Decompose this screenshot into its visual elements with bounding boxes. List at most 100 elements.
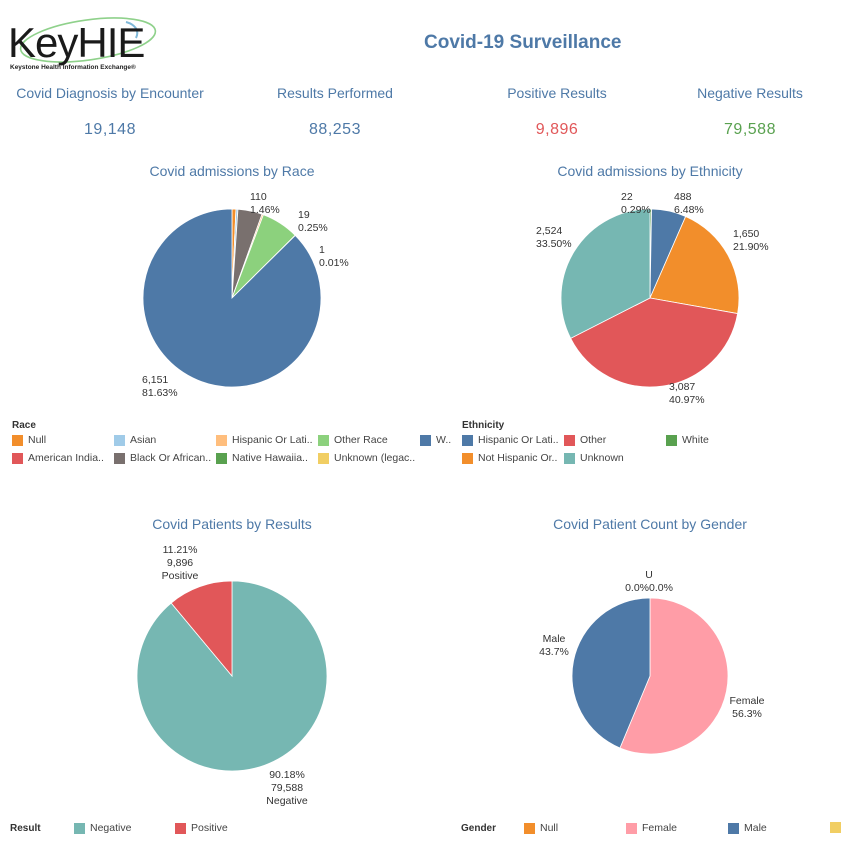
legend-swatch [420, 434, 431, 446]
legend-label: Unknown [580, 452, 624, 464]
legend-swatch [114, 452, 125, 464]
pie-slice-other[interactable] [570, 297, 739, 388]
race-legend-item-american-indian[interactable]: American India.. [12, 452, 104, 464]
legend-swatch [12, 452, 23, 464]
chart-title-ethnicity: Covid admissions by Ethnicity [557, 163, 743, 179]
data-label-results-negative: 90.18% 79,588 Negative [266, 769, 308, 807]
legend-label: Null [28, 434, 47, 446]
race-legend-item-null[interactable]: Null [12, 434, 46, 446]
gender-legend-item-other[interactable] [830, 822, 846, 833]
kpi-label-diagnosis: Covid Diagnosis by Encounter [16, 85, 204, 101]
ethnicity-legend-item-hispanic[interactable]: Hispanic Or Lati.. [462, 434, 559, 446]
data-label-ethnicity-hispanic: 488 6.48% [674, 191, 704, 216]
data-label-race-hispanic: 19 0.25% [298, 209, 328, 234]
gender-legend-item-male[interactable]: Male [728, 822, 767, 834]
legend-label: Hispanic Or Lati.. [232, 434, 313, 446]
ethnicity-legend-title: Ethnicity [462, 420, 505, 431]
gender-legend-item-null[interactable]: Null [524, 822, 558, 834]
legend-label: Other Race [334, 434, 388, 446]
race-legend-title: Race [12, 420, 36, 431]
page-title: Covid-19 Surveillance [424, 32, 622, 53]
logo-tagline: Keystone Health Information Exchange® [10, 64, 136, 71]
result-legend-item-negative[interactable]: Negative [74, 822, 131, 834]
legend-label: Hispanic Or Lati.. [478, 434, 559, 446]
logo-swoosh-icon [19, 17, 157, 63]
legend-label: Not Hispanic Or.. [478, 452, 558, 464]
ethnicity-pie-chart: 22 0.29% 488 6.48% 1,650 21.90% 3,087 40.97% 2,5… [536, 191, 769, 406]
kpi-value-results-performed: 88,253 [309, 121, 361, 138]
legend-swatch [564, 452, 575, 464]
legend-label: White [682, 434, 709, 446]
legend-label: Other [580, 434, 607, 446]
legend-swatch [175, 822, 186, 834]
data-label-race-white: 6,151 81.63% [142, 374, 178, 399]
legend-label: Positive [191, 822, 228, 834]
legend-label: W.. [436, 434, 452, 446]
ethnicity-legend-item-other[interactable]: Other [564, 434, 606, 446]
legend-swatch [626, 822, 637, 834]
data-label-gender-male: Male 43.7% [539, 633, 569, 658]
data-label-ethnicity-other: 3,087 40.97% [669, 381, 705, 406]
legend-swatch [462, 452, 473, 464]
kpi-label-results-performed: Results Performed [277, 85, 393, 101]
legend-label: Unknown (legac.. [334, 452, 416, 464]
kpi-value-positive: 9,896 [535, 121, 579, 138]
legend-label: American India.. [28, 452, 104, 464]
legend-swatch [216, 452, 227, 464]
race-pie-chart: 110 1.46% 19 0.25% 1 0.01% 6,151 81.63% [142, 191, 349, 399]
race-legend-item-hispanic[interactable]: Hispanic Or Lati.. [216, 434, 313, 446]
data-label-ethnicity-not-hispanic: 1,650 21.90% [733, 228, 769, 253]
ethnicity-legend-item-white[interactable]: White [666, 434, 709, 446]
race-legend-item-other-race[interactable]: Other Race [318, 434, 388, 446]
race-legend-item-black[interactable]: Black Or African.. [114, 452, 211, 464]
kpi-value-diagnosis: 19,148 [84, 121, 136, 138]
pie-slice-male[interactable] [571, 597, 651, 749]
legend-swatch [318, 434, 329, 446]
gender-legend-item-female[interactable]: Female [626, 822, 677, 834]
data-label-ethnicity-unknown: 2,524 33.50% [536, 225, 572, 250]
legend-swatch [830, 822, 841, 833]
gender-legend-title: Gender [461, 823, 497, 834]
result-legend-item-positive[interactable]: Positive [175, 822, 228, 834]
race-legend-item-unknown[interactable]: Unknown (legac.. [318, 452, 415, 464]
pie-slice-female[interactable] [619, 597, 729, 755]
result-legend-title: Result [10, 823, 41, 834]
data-label-race-black: 110 1.46% [250, 191, 280, 216]
pie-slice-w[interactable] [142, 208, 322, 388]
legend-swatch [666, 434, 677, 446]
results-pie-chart: 11.21% 9,896 Positive 90.18% 79,588 Negative [136, 544, 328, 807]
gender-pie-chart: U 0.0%0.0% Male 43.7% Female 56.3% [539, 569, 765, 755]
legend-swatch [216, 434, 227, 446]
logo: KeyHIE Keystone Health Information Excha… [8, 10, 158, 72]
legend-swatch [12, 434, 23, 446]
legend-swatch [564, 434, 575, 446]
legend-swatch [524, 822, 535, 834]
ethnicity-legend-item-unknown[interactable]: Unknown [564, 452, 624, 464]
chart-title-gender: Covid Patient Count by Gender [553, 516, 747, 532]
kpi-value-negative: 79,588 [724, 121, 776, 138]
ethnicity-legend-item-not-hispanic[interactable]: Not Hispanic Or.. [462, 452, 557, 464]
race-legend-item-asian[interactable]: Asian [114, 434, 156, 446]
chart-title-race: Covid admissions by Race [149, 163, 315, 179]
race-legend-item-native-hawaiian[interactable]: Native Hawaiia.. [216, 452, 308, 464]
race-legend-item-white[interactable]: W.. [420, 434, 451, 446]
legend-label: Male [744, 822, 767, 834]
legend-swatch [318, 452, 329, 464]
legend-label: Asian [130, 434, 157, 446]
legend-swatch [728, 822, 739, 834]
data-label-race-native-hawaiian: 1 0.01% [319, 244, 349, 269]
legend-swatch [462, 434, 473, 446]
data-label-ethnicity-white: 22 0.29% [621, 191, 651, 216]
logo-word: KeyHIE [8, 19, 145, 66]
data-label-gender-female: Female 56.3% [729, 695, 764, 720]
legend-label: Female [642, 822, 678, 834]
legend-swatch [114, 434, 125, 446]
pie-slice-not-hispanic-or[interactable] [649, 215, 740, 315]
pie-slice-positive[interactable] [170, 580, 233, 678]
kpi-label-positive: Positive Results [507, 85, 607, 101]
chart-title-results: Covid Patients by Results [152, 516, 312, 532]
pie-slice-unknown[interactable] [560, 208, 651, 339]
legend-swatch [74, 822, 85, 834]
data-label-gender-u: U 0.0%0.0% [625, 569, 673, 594]
legend-label: Native Hawaiia.. [232, 452, 308, 464]
